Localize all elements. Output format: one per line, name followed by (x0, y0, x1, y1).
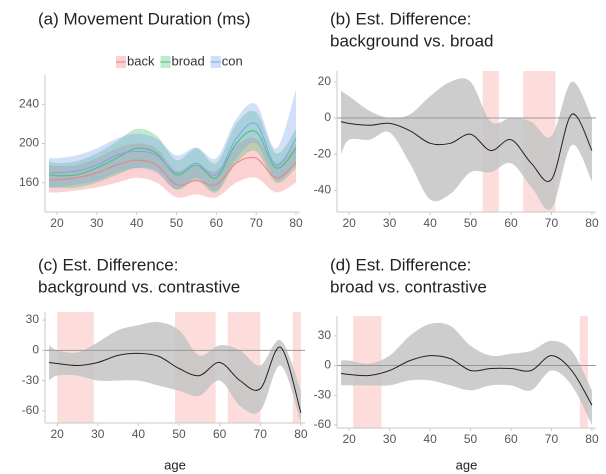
panel: (d) Est. Difference: broad vs. contrastiv… (314, 255, 599, 472)
legend-label: con (222, 53, 243, 68)
y-tick-label: 0 (324, 358, 331, 372)
x-tick-label: 30 (91, 427, 105, 441)
mean-line (340, 113, 593, 182)
confidence-band (341, 78, 592, 210)
confidence-band (48, 110, 297, 193)
y-tick-label: 30 (26, 312, 40, 326)
x-tick-label: 80 (585, 432, 599, 446)
x-tick-label: 50 (464, 432, 478, 446)
y-tick-label: -60 (22, 403, 40, 417)
highlight-span (292, 312, 301, 423)
y-tick-label: -30 (22, 373, 40, 387)
x-tick-label: 40 (130, 216, 144, 230)
panel-title: (a) Movement Duration (ms) (38, 9, 251, 28)
y-tick-label: -60 (314, 417, 332, 431)
x-tick-label: 70 (545, 432, 559, 446)
x-tick-label: 70 (545, 216, 559, 230)
panel-title: background vs. broad (330, 31, 494, 50)
y-tick-label: -40 (314, 182, 332, 196)
x-tick-label: 70 (249, 216, 263, 230)
panel-title: background vs. contrastive (38, 277, 240, 296)
x-tick-label: 20 (50, 216, 64, 230)
highlight-span (579, 316, 588, 428)
x-tick-label: 50 (170, 216, 184, 230)
x-tick-label: 80 (294, 427, 308, 441)
mean-line (340, 355, 593, 406)
x-tick-label: 40 (423, 432, 437, 446)
x-tick-label: 80 (585, 216, 599, 230)
confidence-band (48, 89, 297, 191)
x-axis-label: age (164, 457, 186, 472)
y-tick-label: 0 (324, 110, 331, 124)
panel: (c) Est. Difference: background vs. contr… (22, 255, 308, 472)
panel-title: (b) Est. Difference: (330, 9, 471, 28)
mean-line (48, 122, 297, 176)
x-tick-label: 60 (213, 427, 227, 441)
y-tick-label: 160 (19, 175, 39, 189)
x-tick-label: 40 (132, 427, 146, 441)
x-tick-label: 60 (504, 432, 518, 446)
panel-title: (c) Est. Difference: (38, 255, 178, 274)
x-tick-label: 20 (342, 432, 356, 446)
legend-label: back (127, 53, 155, 68)
confidence-band (48, 137, 297, 198)
y-tick-label: 200 (19, 136, 39, 150)
x-tick-label: 50 (172, 427, 186, 441)
y-tick-label: 0 (32, 343, 39, 357)
x-tick-label: 80 (289, 216, 303, 230)
x-tick-label: 20 (342, 216, 356, 230)
x-tick-label: 30 (383, 432, 397, 446)
panel-title: (d) Est. Difference: (330, 255, 471, 274)
confidence-band (49, 321, 301, 423)
y-tick-label: -20 (314, 146, 332, 160)
mean-line (48, 156, 297, 186)
x-tick-label: 70 (254, 427, 268, 441)
x-tick-label: 60 (210, 216, 224, 230)
x-tick-label: 30 (90, 216, 104, 230)
x-axis-label: age (456, 457, 478, 472)
x-tick-label: 60 (504, 216, 518, 230)
x-tick-label: 40 (423, 216, 437, 230)
x-tick-label: 20 (51, 427, 65, 441)
panel: (b) Est. Difference: background vs. broad… (314, 9, 599, 230)
panel-title: broad vs. contrastive (330, 277, 487, 296)
y-tick-label: 240 (19, 97, 39, 111)
legend-label: broad (171, 53, 204, 68)
y-tick-label: 20 (318, 74, 332, 88)
confidence-band (341, 322, 592, 426)
y-tick-label: -30 (314, 387, 332, 401)
x-tick-label: 50 (464, 216, 478, 230)
y-tick-label: 30 (318, 328, 332, 342)
panel: (a) Movement Duration (ms) 160 200 240 20 30 4… (19, 9, 303, 230)
mean-line (49, 346, 302, 414)
x-tick-label: 30 (383, 216, 397, 230)
